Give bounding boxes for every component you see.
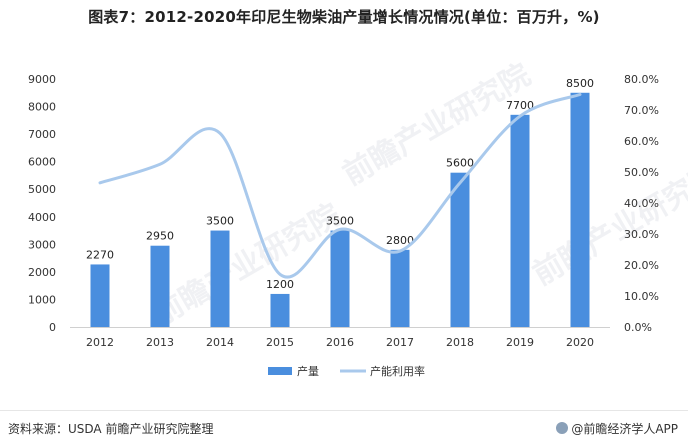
source-note: 资料来源：USDA 前瞻产业研究院整理 <box>8 422 214 436</box>
bar <box>510 114 530 327</box>
x-tick-label: 2015 <box>266 336 294 349</box>
y-right-tick-label: 50.0% <box>624 166 659 179</box>
x-tick-label: 2019 <box>506 336 534 349</box>
brand-text: @前瞻经济学人APP <box>571 422 678 436</box>
y-right-tick-label: 40.0% <box>624 197 659 210</box>
x-tick-label: 2018 <box>446 336 474 349</box>
bar-data-label: 2950 <box>146 230 174 243</box>
bar <box>330 230 350 327</box>
bar-data-label: 8500 <box>566 77 594 90</box>
brand-label: @前瞻经济学人APP <box>556 420 678 437</box>
series-line-capacity-utilization <box>98 93 582 279</box>
bar-data-label: 3500 <box>206 215 234 228</box>
brand-logo-icon <box>556 422 569 434</box>
y-left-tick-label: 5000 <box>28 183 56 196</box>
legend-label-bar: 产量 <box>297 364 319 378</box>
x-tick-label: 2014 <box>206 336 234 349</box>
bar <box>570 92 590 328</box>
bar-data-label: 3500 <box>326 215 354 228</box>
chart-canvas: 0 1000 2000 3000 4000 5000 6000 7000 8000 9000 0.0… <box>28 73 659 378</box>
y-left-tick-label: 1000 <box>28 293 56 306</box>
y-right-tick-label: 70.0% <box>624 104 659 117</box>
y-left-tick-label: 6000 <box>28 156 56 169</box>
x-tick-label: 2020 <box>566 336 594 349</box>
x-tick-label: 2017 <box>386 336 414 349</box>
bar <box>210 230 230 327</box>
legend-swatch-bar <box>268 367 292 375</box>
y-right-tick-label: 30.0% <box>624 228 659 241</box>
y-left-tick-label: 8000 <box>28 101 56 114</box>
x-tick-label: 2013 <box>146 336 174 349</box>
footer: 资料来源：USDA 前瞻产业研究院整理 @前瞻经济学人APP <box>0 410 688 446</box>
y-left-tick-label: 0 <box>49 321 56 334</box>
bar <box>90 264 110 327</box>
y-right-tick-label: 60.0% <box>624 135 659 148</box>
x-tick-label: 2012 <box>86 336 114 349</box>
bar-data-label: 5600 <box>446 157 474 170</box>
y-left-tick-label: 2000 <box>28 266 56 279</box>
bar <box>150 245 170 327</box>
y-right-tick-label: 80.0% <box>624 73 659 86</box>
bar-data-label: 2270 <box>86 248 114 261</box>
bar-data-label: 7700 <box>506 99 534 112</box>
legend-label-line: 产能利用率 <box>370 364 425 378</box>
bar <box>270 293 290 327</box>
bar <box>450 172 470 327</box>
x-tick-label: 2016 <box>326 336 354 349</box>
bar-data-label: 1200 <box>266 278 294 291</box>
chart-title: 图表7：2012-2020年印尼生物柴油产量增长情况情况(单位：百万升，%) <box>88 8 600 26</box>
y-right-tick-label: 0.0% <box>624 321 652 334</box>
y-left-tick-label: 9000 <box>28 73 56 86</box>
y-left-tick-label: 4000 <box>28 211 56 224</box>
y-right-tick-label: 10.0% <box>624 290 659 303</box>
y-right-tick-label: 20.0% <box>624 259 659 272</box>
bar <box>390 249 410 327</box>
y-left-tick-label: 3000 <box>28 238 56 251</box>
bar-data-label: 2800 <box>386 234 414 247</box>
y-left-tick-label: 7000 <box>28 128 56 141</box>
